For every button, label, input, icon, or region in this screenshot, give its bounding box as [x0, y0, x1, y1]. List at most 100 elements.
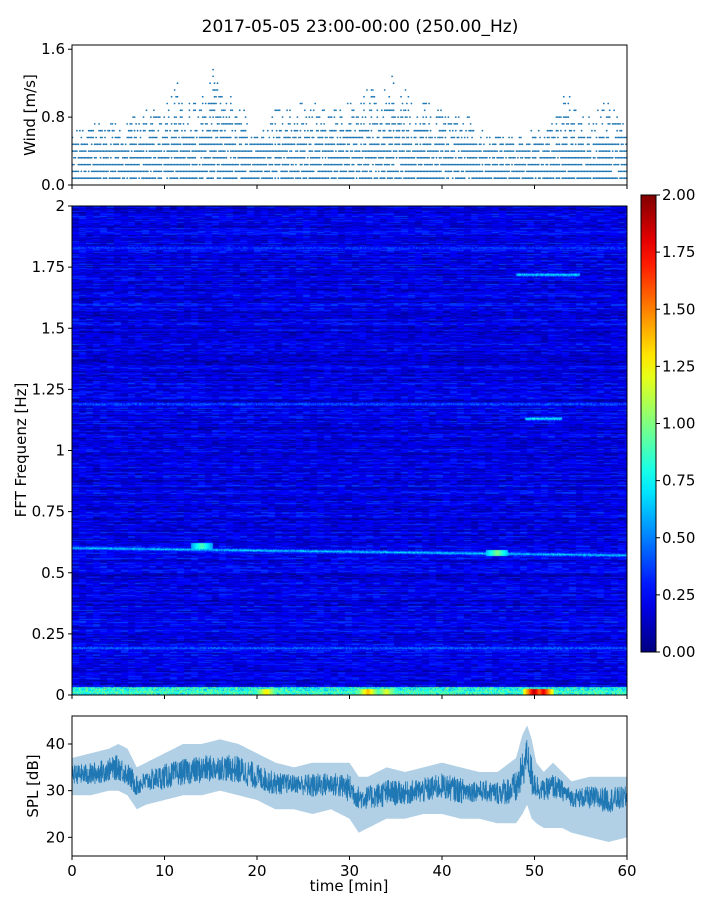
wind-point	[259, 163, 262, 166]
wind-point	[318, 177, 321, 180]
wind-point	[568, 109, 571, 112]
wind-point	[147, 156, 149, 159]
wind-point	[158, 116, 161, 118]
wind-point	[281, 150, 284, 153]
wind-point	[277, 150, 280, 153]
wind-point	[323, 170, 325, 173]
wind-point	[247, 156, 250, 159]
wind-point	[357, 123, 359, 125]
wind-point	[598, 170, 601, 173]
wind-point	[261, 170, 263, 173]
wind-point	[477, 163, 479, 166]
wind-point	[506, 143, 509, 146]
wind-point	[298, 156, 300, 159]
wind-point	[113, 177, 115, 180]
wind-point	[450, 136, 453, 139]
wind-point	[364, 143, 367, 146]
wind-point	[398, 156, 401, 159]
wind-point	[561, 177, 564, 180]
wind-point	[364, 129, 367, 132]
wind-point	[238, 156, 241, 159]
wind-point	[457, 163, 460, 166]
wind-point	[104, 129, 106, 132]
wind-point	[249, 177, 252, 180]
wind-point	[76, 177, 78, 180]
wind-point	[475, 170, 478, 173]
wind-point	[358, 156, 361, 159]
wind-point	[565, 150, 568, 153]
wind-point	[545, 170, 547, 173]
wind-point	[546, 129, 549, 132]
wind-point	[443, 129, 445, 132]
wind-point	[573, 123, 576, 125]
wind-point	[382, 143, 385, 146]
wind-point	[114, 123, 117, 125]
wind-point	[240, 136, 243, 139]
wind-point	[194, 102, 197, 105]
wind-point	[101, 129, 103, 132]
wind-point	[99, 150, 102, 153]
wind-point	[354, 136, 356, 139]
wind-point	[266, 170, 269, 173]
wind-point	[150, 143, 152, 146]
wind-point	[454, 143, 457, 146]
wind-point	[391, 156, 393, 159]
wind-point	[281, 170, 284, 173]
wind-point	[194, 177, 197, 180]
wind-point	[255, 143, 257, 146]
wind-point	[446, 143, 448, 146]
wind-point	[289, 116, 291, 118]
wind-point	[552, 156, 555, 159]
wind-point	[153, 177, 155, 180]
wind-point	[571, 156, 574, 159]
wind-point	[409, 170, 411, 173]
wind-point	[588, 143, 590, 146]
wind-point	[499, 156, 502, 159]
wind-point	[386, 136, 389, 139]
wind-point	[315, 129, 318, 132]
wind-point	[573, 170, 576, 173]
wind-point	[358, 150, 361, 153]
wind-point	[181, 102, 183, 105]
wind-point	[548, 129, 550, 132]
spl-x-tick-label: 10	[155, 862, 174, 880]
wind-point	[508, 170, 510, 173]
wind-point	[354, 156, 356, 159]
wind-point	[400, 170, 402, 173]
wind-point	[158, 150, 161, 153]
wind-point	[296, 177, 299, 180]
wind-point	[610, 143, 613, 146]
wind-point	[558, 116, 561, 118]
wind-point	[619, 129, 621, 132]
wind-point	[228, 177, 231, 180]
wind-point	[595, 170, 598, 173]
colorbar-ticks: 0.000.250.500.751.001.251.501.752.00	[656, 186, 695, 661]
wind-point	[135, 177, 138, 180]
wind-point	[144, 129, 146, 132]
wind-point	[576, 150, 578, 153]
wind-point	[428, 163, 430, 166]
wind-point	[129, 156, 132, 159]
wind-point	[83, 177, 86, 180]
wind-point	[216, 163, 219, 166]
wind-point	[271, 143, 274, 146]
wind-point	[570, 129, 573, 132]
wind-point	[201, 143, 204, 146]
wind-point	[478, 163, 481, 166]
wind-point	[597, 109, 599, 112]
wind-point	[142, 116, 145, 118]
wind-point	[352, 143, 355, 146]
wind-point	[372, 150, 374, 153]
wind-point	[488, 150, 491, 153]
wind-point	[370, 156, 373, 159]
wind-point	[616, 150, 618, 153]
wind-point	[613, 109, 615, 112]
wind-point	[298, 177, 300, 180]
wind-point	[438, 156, 441, 159]
wind-point	[154, 163, 157, 166]
wind-point	[302, 156, 305, 159]
wind-point	[309, 129, 312, 132]
wind-point	[286, 143, 288, 146]
